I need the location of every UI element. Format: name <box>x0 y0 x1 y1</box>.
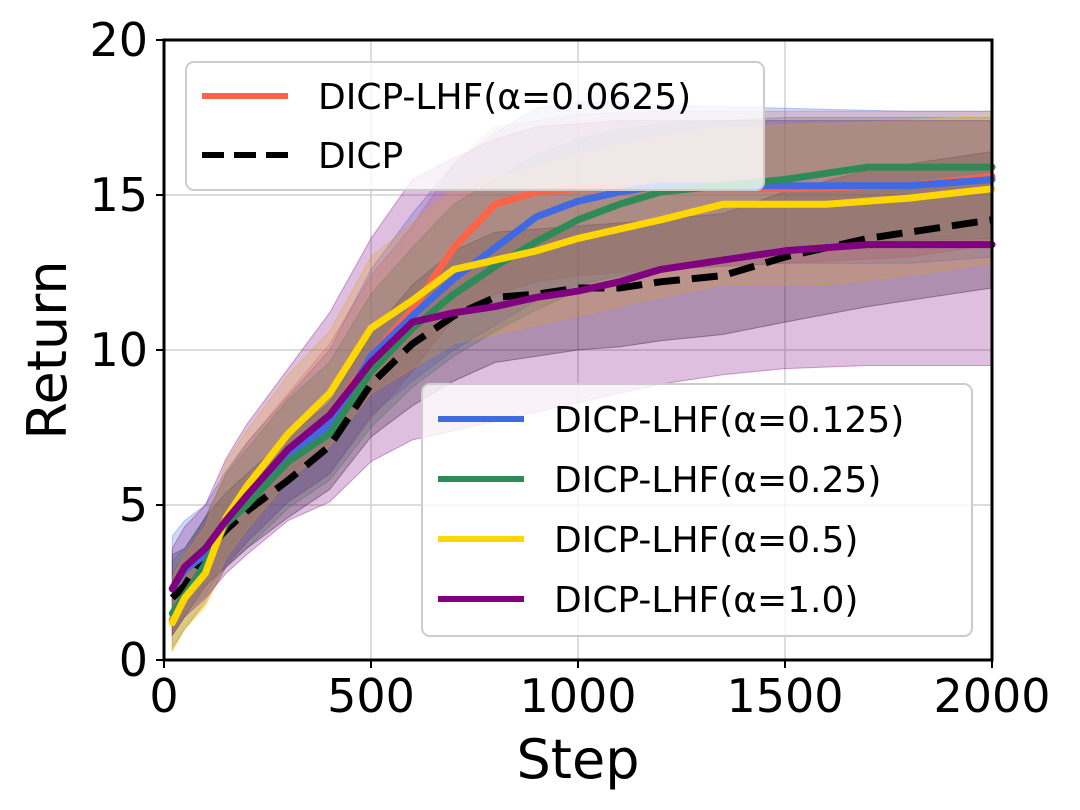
legend-label-alpha-1.0: DICP-LHF(α=1.0) <box>554 580 858 621</box>
legend-label-alpha-0.125: DICP-LHF(α=0.125) <box>554 400 904 441</box>
x-axis-label: Step <box>517 728 640 791</box>
x-tick-label-1500: 1500 <box>726 669 843 723</box>
x-tick-label-1000: 1000 <box>519 669 636 723</box>
legend-label-alpha-0.0625: DICP-LHF(α=0.0625) <box>318 77 691 118</box>
y-tick-label-20: 20 <box>89 13 148 67</box>
legend-upper: DICP-LHF(α=0.0625) DICP <box>185 61 765 191</box>
y-axis-label: Return <box>16 260 79 439</box>
y-tick-label-15: 15 <box>89 168 148 222</box>
line-dicp-lhf-1.0 <box>168 241 996 593</box>
legend-label-dicp: DICP <box>318 136 403 177</box>
x-ticks: 0 500 1000 1500 2000 <box>149 660 1051 723</box>
y-ticks: 0 5 10 15 20 <box>89 13 164 687</box>
x-tick-label-500: 500 <box>327 669 415 723</box>
legend-label-alpha-0.25: DICP-LHF(α=0.25) <box>554 460 881 501</box>
y-tick-label-5: 5 <box>119 478 148 532</box>
x-tick-label-0: 0 <box>149 669 178 723</box>
x-tick-label-2000: 2000 <box>933 669 1050 723</box>
legend-lower-box <box>421 383 973 637</box>
legend-lower: DICP-LHF(α=0.125) DICP-LHF(α=0.25) DICP-… <box>421 383 973 637</box>
legend-upper-box <box>185 61 765 191</box>
y-tick-label-0: 0 <box>119 633 148 687</box>
legend-label-alpha-0.5: DICP-LHF(α=0.5) <box>554 520 858 561</box>
y-tick-label-10: 10 <box>89 323 148 377</box>
